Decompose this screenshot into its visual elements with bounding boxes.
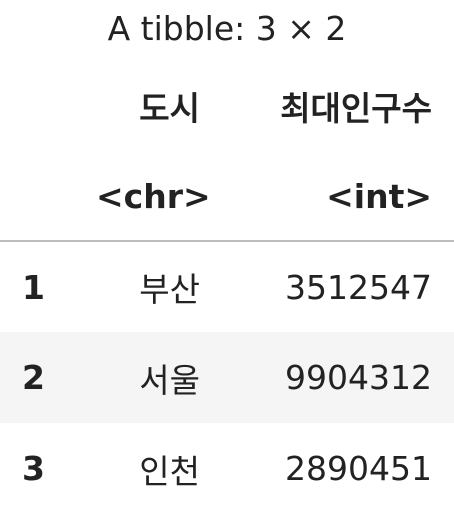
column-name-row: 도시 최대인구수 [0,60,454,152]
table-row: 3 인천 2890451 [0,423,454,514]
population-cell: 2890451 [285,449,432,488]
row-index: 1 [22,267,45,307]
tibble-table: 도시 최대인구수 <chr> <int> 1 부산 3512547 2 서울 9… [0,60,454,514]
column-header-city: 도시 [139,89,200,128]
city-cell: 서울 [139,360,200,400]
city-cell: 부산 [139,270,200,309]
column-type-row: <chr> <int> [0,152,454,242]
row-index-type-header [0,152,96,242]
population-cell: 3512547 [285,267,432,307]
column-header-population: 최대인구수 [280,89,432,128]
row-index-header [0,60,96,152]
column-type-population: <int> [222,152,454,242]
table-row: 2 서울 9904312 [0,332,454,423]
table-caption: A tibble: 3 × 2 [107,9,347,48]
city-cell: 인천 [139,451,200,491]
row-index: 3 [22,449,45,488]
column-type-city: <chr> [96,152,222,242]
population-cell: 9904312 [285,358,432,397]
row-index: 2 [22,358,45,397]
table-row: 1 부산 3512547 [0,241,454,332]
